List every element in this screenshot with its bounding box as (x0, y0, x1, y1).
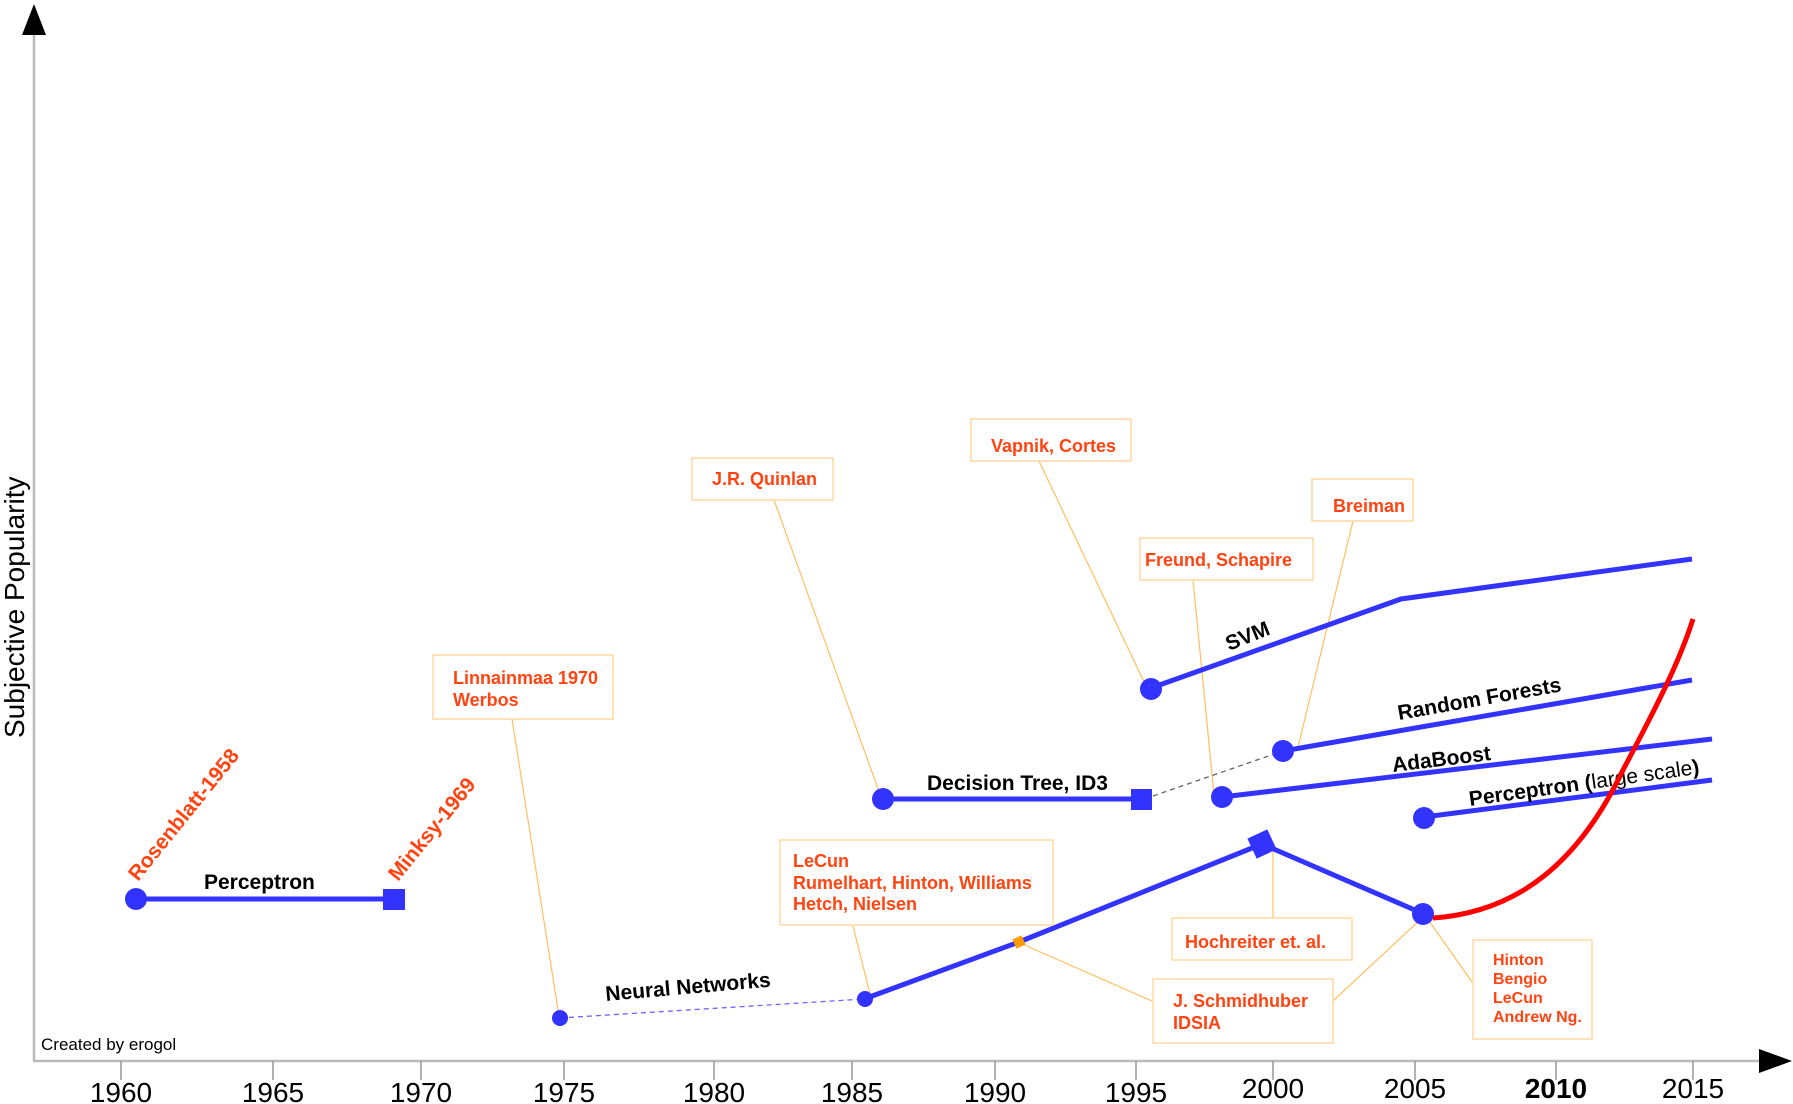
x-ticks (120, 1061, 1694, 1080)
svg-text:Werbos: Werbos (453, 690, 519, 710)
dt-end-square (1131, 789, 1152, 810)
ada-start-dot (1211, 786, 1233, 808)
label-minsky: Minksy-1969 (384, 774, 480, 886)
callout-linnainmaa: Linnainmaa 1970 Werbos (432, 654, 614, 720)
tick-label-1985: 1985 (821, 1077, 883, 1104)
svg-text:Linnainmaa 1970: Linnainmaa 1970 (453, 668, 598, 688)
pls-start-dot (1413, 807, 1435, 829)
nn-1985-dot (857, 991, 873, 1007)
leader-lines (511, 460, 1473, 1017)
label-neural-networks: Neural Networks (604, 969, 771, 1006)
rf-start-dot (1272, 740, 1294, 762)
credit-text: Created by erogol (41, 1035, 176, 1054)
callout-hinton: Hinton Bengio LeCun Andrew Ng. (1472, 939, 1593, 1040)
svg-text:Bengio: Bengio (1493, 971, 1547, 988)
svg-text:Rumelhart, Hinton, Williams: Rumelhart, Hinton, Williams (793, 873, 1032, 893)
x-axis (33, 1049, 1792, 1073)
label-perceptron: Perceptron (204, 871, 315, 894)
callout-breiman: Breiman (1311, 478, 1414, 522)
svg-text:Vapnik, Cortes: Vapnik, Cortes (991, 436, 1116, 456)
tick-label-2010: 2010 (1525, 1073, 1587, 1104)
y-axis (22, 4, 46, 1061)
svg-text:LeCun: LeCun (793, 851, 849, 871)
start-dot (125, 888, 147, 910)
svg-text:Breiman: Breiman (1333, 496, 1405, 516)
label-rosenblatt: Rosenblatt-1958 (124, 744, 244, 885)
tick-label-1980: 1980 (683, 1077, 745, 1104)
tick-label-1990: 1990 (964, 1077, 1026, 1104)
callout-vapnik: Vapnik, Cortes (970, 418, 1132, 462)
svg-text:IDSIA: IDSIA (1173, 1013, 1221, 1033)
tick-label-1995: 1995 (1105, 1077, 1167, 1104)
end-square (383, 889, 405, 910)
label-decision-tree: Decision Tree, ID3 (927, 772, 1108, 795)
callout-quinlan: J.R. Quinlan (691, 457, 834, 501)
svg-text:J. Schmidhuber: J. Schmidhuber (1173, 991, 1308, 1011)
callout-schmidhuber: J. Schmidhuber IDSIA (1152, 978, 1334, 1044)
callout-lecun: LeCun Rumelhart, Hinton, Williams Hetch,… (779, 839, 1054, 926)
svg-text:LeCun: LeCun (1493, 990, 1543, 1007)
series-perceptron: Perceptron Rosenblatt-1958 Minksy-1969 (124, 744, 480, 910)
svm-start-dot (1140, 678, 1162, 700)
tick-label-1965: 1965 (242, 1077, 304, 1104)
y-axis-title: Subjective Popularity (0, 477, 30, 738)
y-axis-arrow-icon (22, 4, 46, 35)
svg-text:Hochreiter et. al.: Hochreiter et. al. (1185, 932, 1326, 952)
tick-label-1960: 1960 (90, 1077, 152, 1104)
dt-start-dot (872, 788, 894, 810)
nn-1975-dot (552, 1010, 568, 1026)
tick-label-2005: 2005 (1384, 1073, 1446, 1104)
tick-label-2015: 2015 (1662, 1073, 1724, 1104)
nn-2000-square (1247, 829, 1277, 859)
svg-text:Freund, Schapire: Freund, Schapire (1145, 550, 1292, 570)
x-axis-arrow-icon (1759, 1049, 1792, 1073)
svg-text:J.R. Quinlan: J.R. Quinlan (712, 469, 817, 489)
nn-2005-dot (1412, 903, 1434, 925)
x-tick-labels: 1960 1965 1970 1975 1980 1985 1990 1995 … (90, 1073, 1724, 1104)
tick-label-2000: 2000 (1242, 1073, 1304, 1104)
series-decision-tree: Decision Tree, ID3 (872, 750, 1284, 810)
callout-freund: Freund, Schapire (1139, 537, 1314, 581)
svg-text:Hinton: Hinton (1493, 952, 1544, 969)
callout-hochreiter: Hochreiter et. al. (1171, 917, 1353, 961)
nn-1991-milestone (1012, 935, 1026, 949)
series-deep-learning (1432, 618, 1696, 921)
tick-label-1970: 1970 (390, 1077, 452, 1104)
tick-label-1975: 1975 (533, 1077, 595, 1104)
svg-text:Andrew Ng.: Andrew Ng. (1493, 1009, 1582, 1026)
svg-text:Hetch, Nielsen: Hetch, Nielsen (793, 894, 917, 914)
